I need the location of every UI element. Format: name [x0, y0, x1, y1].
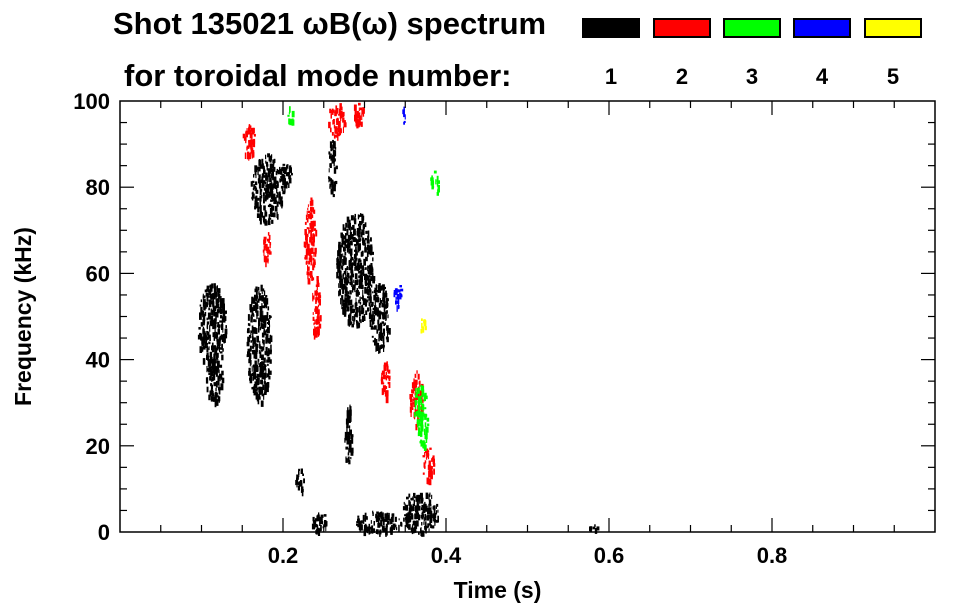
spectral-region-mode-2	[353, 102, 365, 129]
spectral-region-mode-1	[295, 468, 305, 497]
legend-label-mode-1: 1	[604, 64, 618, 89]
legend-label-mode-3: 3	[745, 64, 759, 89]
spectral-region-mode-3	[417, 414, 430, 451]
spectral-region-mode-1	[250, 153, 286, 226]
x-tick-label: 0.6	[594, 543, 625, 568]
spectral-region-mode-1	[402, 492, 439, 537]
spectral-region-mode-1	[344, 404, 354, 465]
tick-labels: 0.2 0.4 0.6 0.8 0 20 40 60 80 100	[73, 89, 787, 568]
legend-swatch-mode-4	[793, 18, 851, 38]
legend-label-mode-5: 5	[886, 64, 900, 89]
spectral-region-mode-2	[380, 361, 391, 404]
y-tick-label: 40	[86, 348, 110, 373]
spectral-region-mode-1	[368, 283, 391, 354]
spectral-region-mode-3	[430, 170, 440, 196]
spectral-region-mode-1	[356, 510, 403, 537]
spectral-region-mode-4	[393, 285, 404, 312]
spectral-region-mode-2	[262, 232, 272, 268]
legend-swatch-mode-1	[582, 18, 640, 38]
spectral-region-mode-1	[246, 284, 273, 407]
spectral-region-mode-1	[336, 213, 376, 329]
spectral-region-mode-2	[312, 276, 322, 340]
spectral-region-mode-3	[287, 106, 295, 126]
legend-swatch-mode-2	[653, 18, 711, 38]
spectral-region-mode-2	[303, 197, 318, 285]
legend-swatch-mode-3	[723, 18, 781, 38]
spectral-region-mode-4	[402, 106, 406, 125]
y-tick-label: 60	[86, 261, 110, 286]
legend-swatch-mode-5	[864, 18, 922, 38]
spectral-region-mode-1	[205, 352, 225, 408]
spectral-regions	[197, 102, 600, 537]
y-axis-title: Frequency (kHz)	[10, 227, 36, 406]
axis-ticks	[120, 101, 935, 532]
x-tick-label: 0.8	[757, 543, 788, 568]
spectral-region-mode-2	[422, 447, 436, 486]
x-tick-label: 0.2	[268, 543, 299, 568]
legend-label-mode-2: 2	[675, 64, 689, 89]
spectral-region-mode-2	[242, 124, 256, 161]
spectral-region-mode-1	[328, 139, 338, 198]
y-tick-label: 100	[73, 89, 110, 114]
plot-frame	[119, 100, 936, 533]
x-tick-label: 0.4	[431, 543, 462, 568]
y-tick-label: 0	[98, 520, 110, 545]
chart-title-line1: Shot 135021 ωB(ω) spectrum	[113, 6, 547, 41]
chart-title-line2: for toroidal mode number:	[124, 58, 512, 93]
spectral-region-mode-1	[279, 163, 293, 193]
y-tick-label: 20	[86, 434, 110, 459]
y-tick-label: 80	[86, 175, 110, 200]
legend-label-mode-4: 4	[815, 64, 829, 89]
x-axis-title: Time (s)	[454, 577, 542, 603]
spectral-region-mode-5	[420, 318, 427, 334]
spectral-region-mode-2	[328, 103, 347, 141]
